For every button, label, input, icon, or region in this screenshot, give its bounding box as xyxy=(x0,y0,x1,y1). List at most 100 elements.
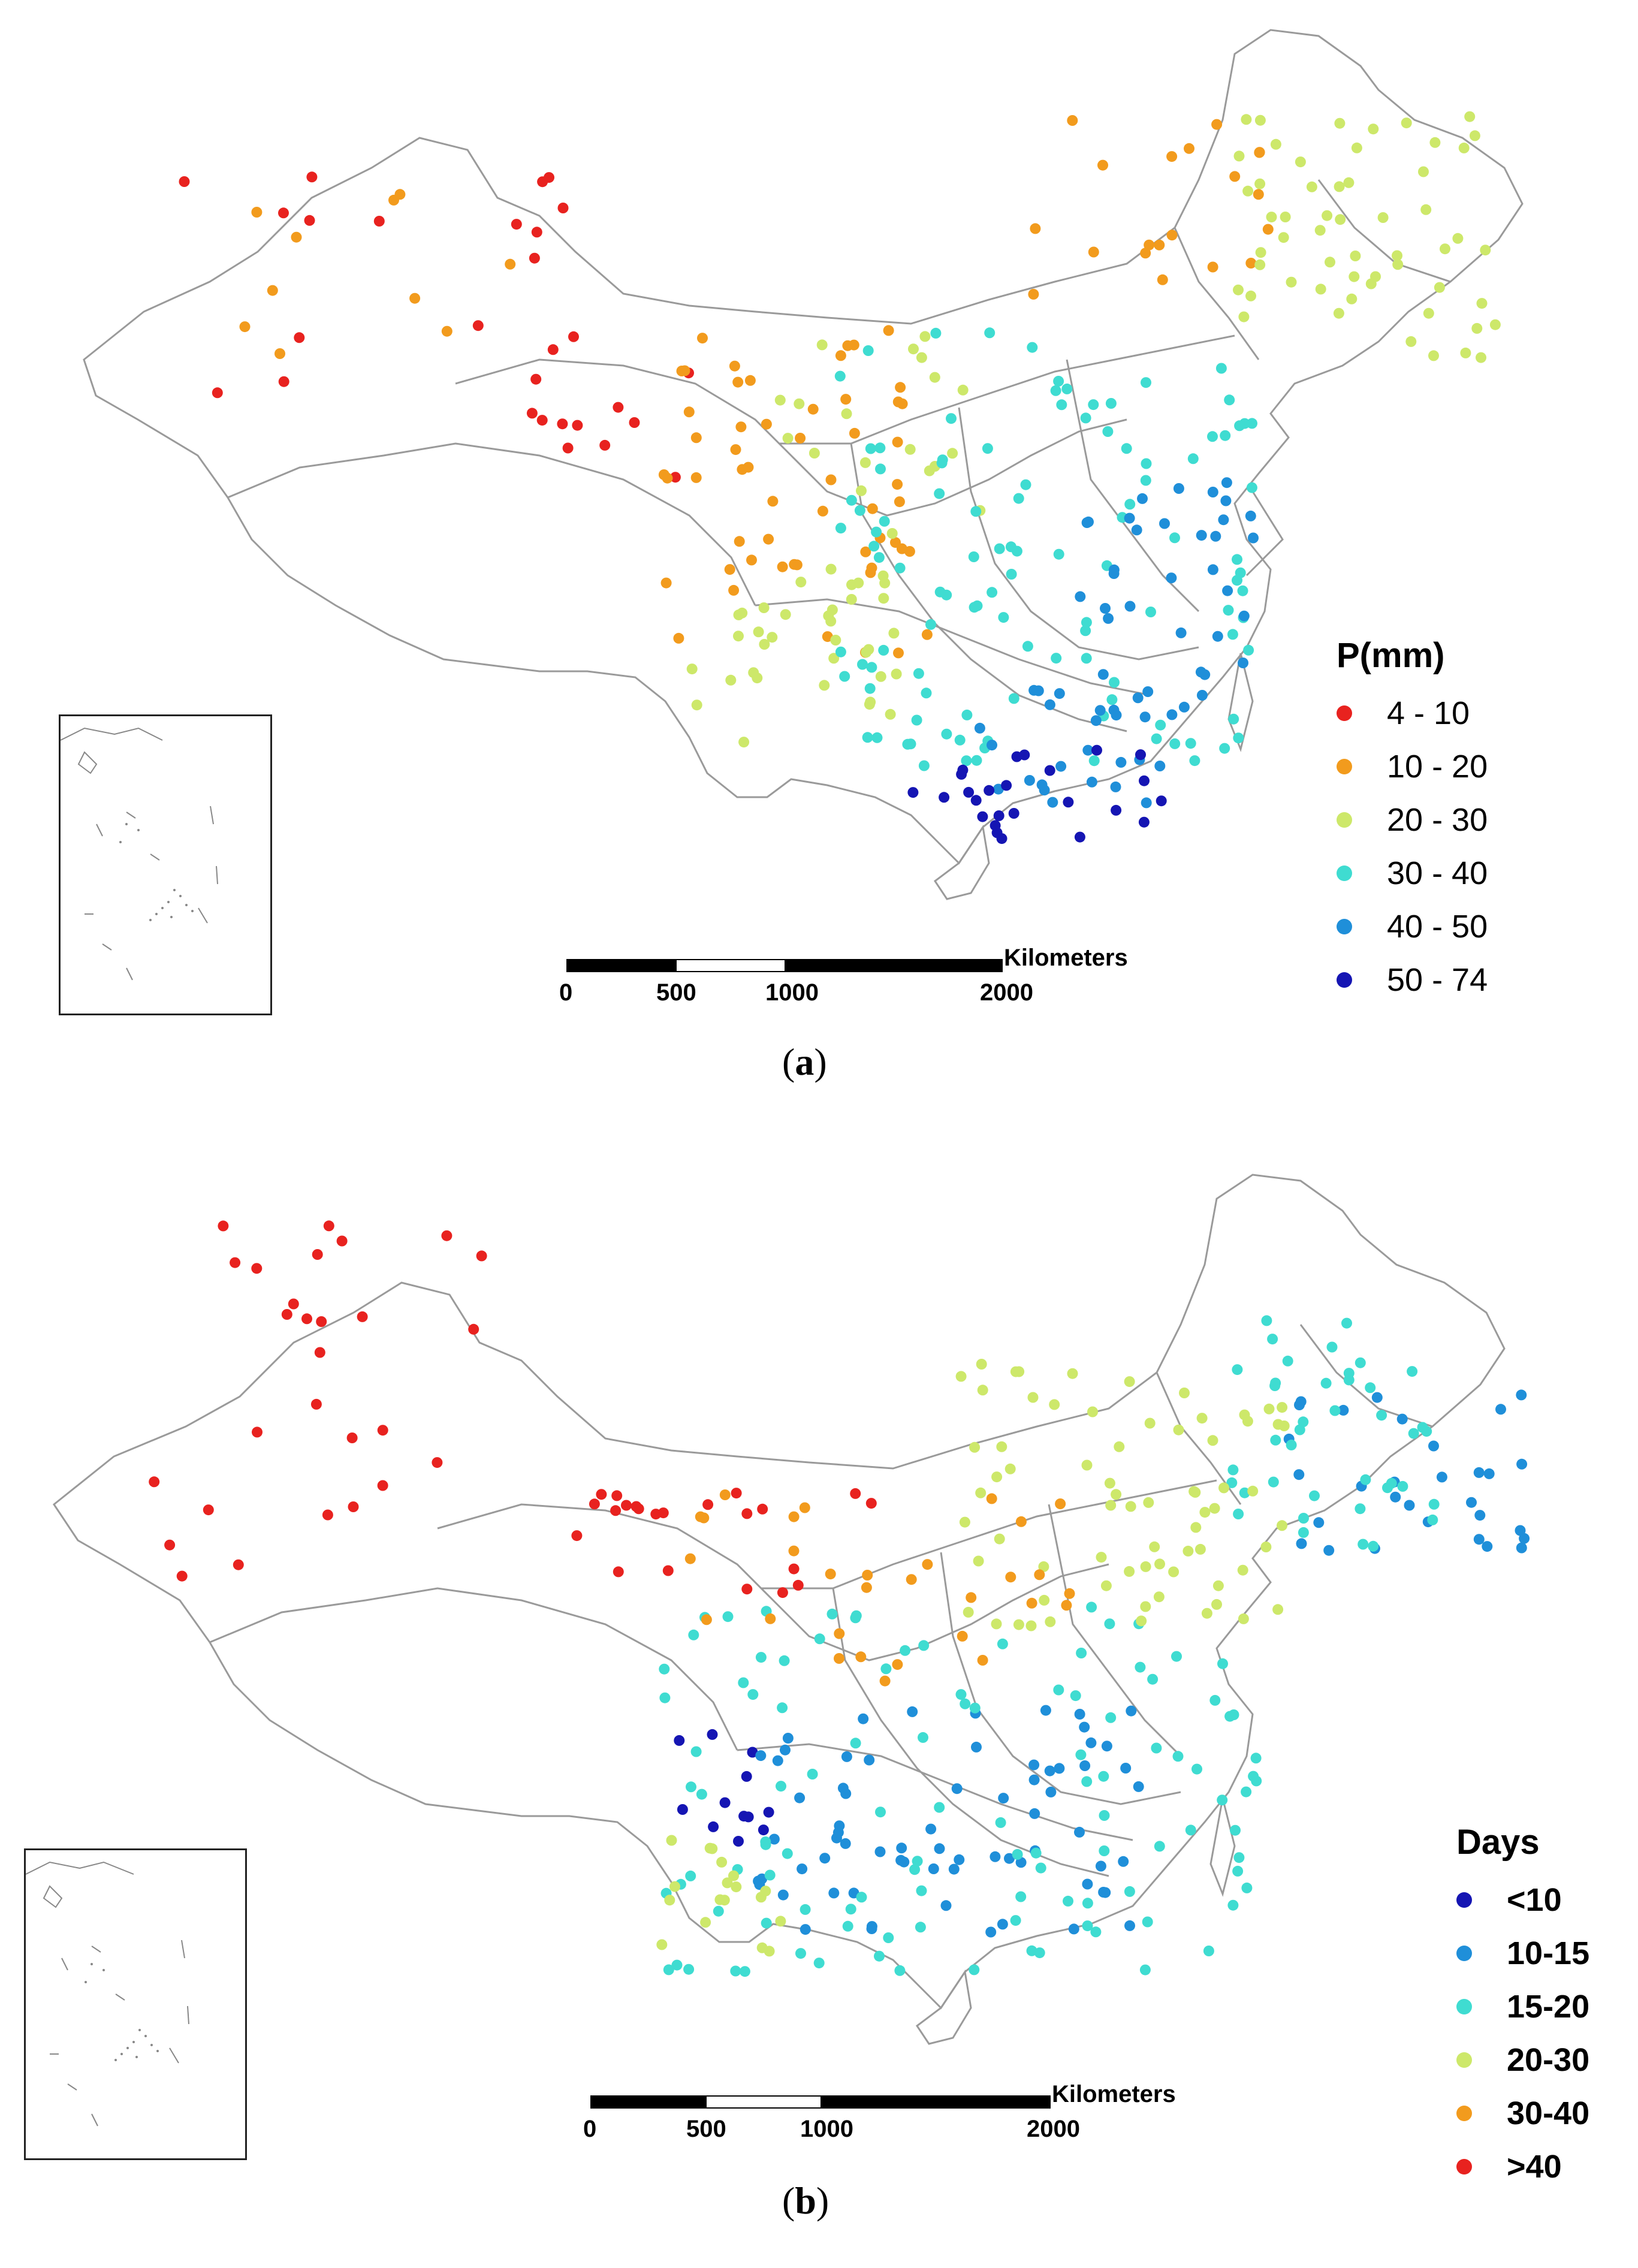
station-marker xyxy=(1063,797,1074,808)
station-marker xyxy=(930,327,942,339)
station-marker xyxy=(1460,347,1471,358)
station-marker xyxy=(1280,212,1291,222)
station-marker xyxy=(568,331,579,342)
station-marker xyxy=(892,1659,903,1670)
station-marker xyxy=(1255,247,1266,258)
legend-b: Days <10 10-15 15-20 20-30 30-40 >40 xyxy=(1456,1822,1589,2193)
legend-label: 20-30 xyxy=(1507,2041,1590,2078)
station-marker xyxy=(1229,171,1241,182)
station-marker xyxy=(1343,1368,1355,1379)
station-marker xyxy=(985,1926,997,1938)
station-marker xyxy=(468,1323,479,1335)
station-marker xyxy=(1038,1561,1049,1572)
station-marker xyxy=(846,494,857,506)
station-marker xyxy=(1220,430,1231,441)
station-marker xyxy=(1175,627,1187,638)
station-marker xyxy=(1420,204,1432,215)
station-marker xyxy=(1179,1388,1190,1398)
station-marker xyxy=(995,1817,1006,1828)
station-marker xyxy=(1286,276,1297,288)
station-marker xyxy=(860,546,871,557)
station-marker xyxy=(971,1741,982,1753)
station-marker xyxy=(1215,363,1227,374)
station-marker xyxy=(348,1501,359,1512)
legend-swatch xyxy=(1337,705,1352,721)
station-marker xyxy=(1211,1599,1222,1610)
station-marker xyxy=(291,231,302,243)
station-marker xyxy=(874,1950,885,1962)
station-marker xyxy=(966,1592,977,1603)
station-marker xyxy=(850,1738,861,1749)
station-marker xyxy=(1278,1420,1290,1431)
station-marker xyxy=(1245,290,1256,301)
station-marker xyxy=(834,1628,845,1639)
legend-label: 15-20 xyxy=(1507,1988,1590,2025)
station-marker xyxy=(1154,1841,1165,1852)
station-marker xyxy=(1081,617,1092,628)
station-marker xyxy=(969,1964,980,1976)
station-marker xyxy=(230,1257,241,1268)
scale-unit-label: Kilometers xyxy=(1052,2081,1176,2107)
station-marker xyxy=(911,714,922,726)
station-marker xyxy=(1516,1458,1528,1470)
station-marker xyxy=(1139,1964,1151,1976)
station-marker xyxy=(1061,383,1073,394)
station-marker xyxy=(728,584,740,596)
station-marker xyxy=(1026,1597,1037,1609)
station-marker xyxy=(1247,1485,1259,1497)
station-marker xyxy=(777,561,788,572)
station-marker xyxy=(1056,399,1067,411)
station-marker xyxy=(789,559,800,570)
station-marker xyxy=(1516,1542,1527,1554)
station-marker xyxy=(777,1889,789,1901)
station-marker xyxy=(1218,514,1229,526)
station-marker xyxy=(1096,1552,1107,1563)
station-marker xyxy=(719,1797,731,1808)
station-marker xyxy=(1001,780,1012,791)
station-marker xyxy=(788,1511,800,1522)
station-marker xyxy=(1028,1759,1040,1771)
station-marker xyxy=(828,653,840,664)
station-marker xyxy=(1103,613,1114,624)
station-marker xyxy=(1044,765,1055,776)
station-marker xyxy=(954,1854,965,1865)
station-marker xyxy=(1207,431,1218,442)
station-marker xyxy=(1099,1845,1110,1856)
station-marker xyxy=(939,792,950,803)
station-marker xyxy=(1015,1516,1027,1527)
station-marker xyxy=(1329,1405,1341,1416)
station-marker xyxy=(1082,744,1094,756)
station-marker xyxy=(1423,307,1434,319)
station-marker xyxy=(994,543,1005,554)
station-marker xyxy=(1095,1860,1106,1872)
station-marker xyxy=(835,350,846,361)
station-marker xyxy=(1138,816,1150,828)
station-marker xyxy=(662,472,673,484)
station-marker xyxy=(834,370,846,382)
station-marker xyxy=(871,732,883,743)
station-marker xyxy=(1248,532,1259,544)
station-marker xyxy=(1334,117,1346,129)
station-marker xyxy=(1047,797,1058,808)
station-marker xyxy=(1370,271,1381,282)
legend-item: 10-15 xyxy=(1456,1926,1589,1980)
scale-tick-500: 500 xyxy=(686,2116,726,2142)
station-marker xyxy=(1187,453,1199,465)
station-marker xyxy=(1053,1684,1064,1696)
station-marker xyxy=(714,1894,726,1905)
station-marker xyxy=(1333,307,1344,319)
station-marker xyxy=(1027,1392,1039,1403)
scale-tick-2000: 2000 xyxy=(980,979,1033,1006)
station-marker xyxy=(1091,744,1102,756)
legend-item: 50 - 74 xyxy=(1337,953,1488,1006)
station-marker xyxy=(1169,532,1180,544)
station-marker xyxy=(779,1655,790,1666)
station-marker xyxy=(867,503,878,514)
station-marker xyxy=(683,406,695,418)
station-marker xyxy=(1120,1763,1132,1774)
station-marker xyxy=(1036,779,1048,791)
station-marker xyxy=(1266,212,1277,223)
station-marker xyxy=(1053,376,1064,387)
station-marker xyxy=(684,1553,696,1564)
station-marker xyxy=(737,607,748,619)
